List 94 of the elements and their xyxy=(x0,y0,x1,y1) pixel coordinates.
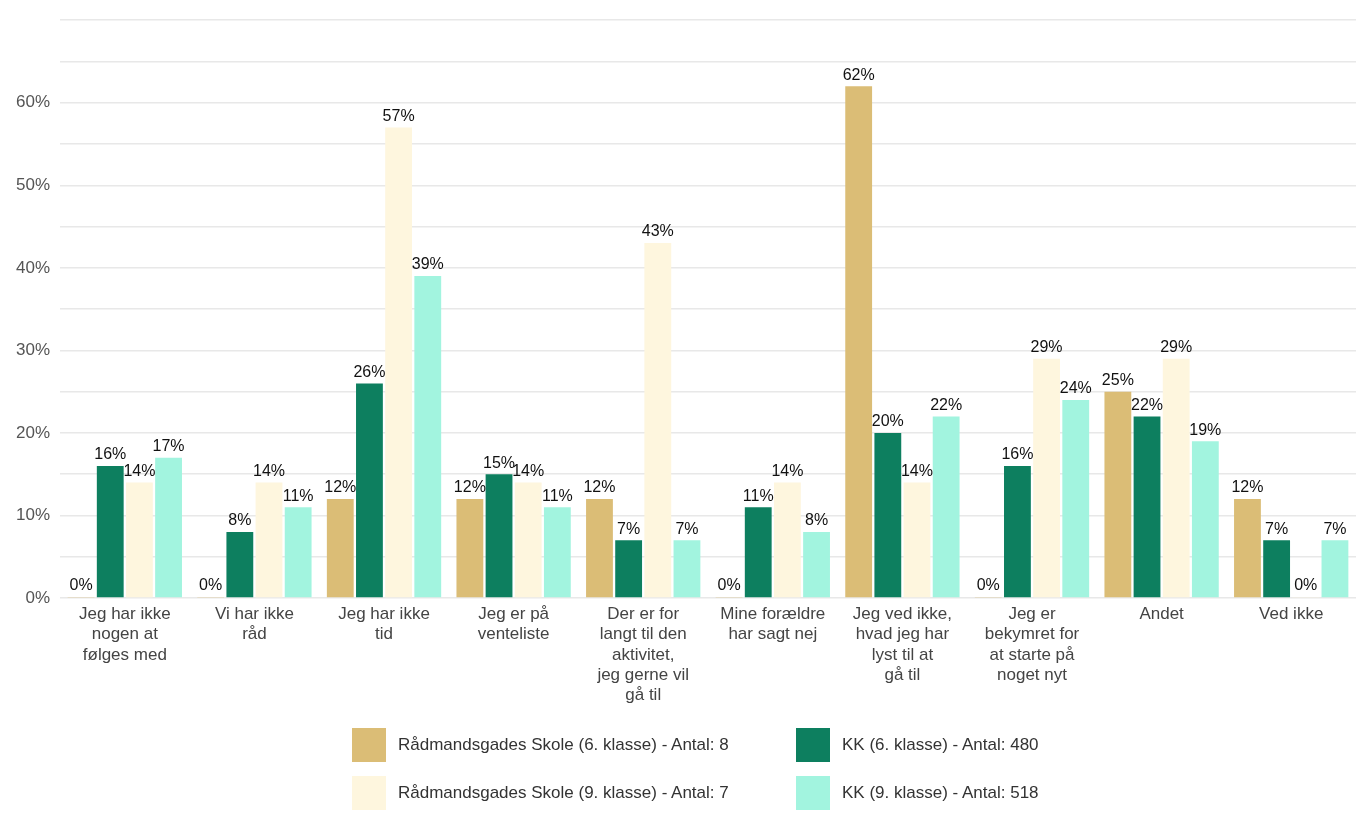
data-label: 7% xyxy=(675,519,699,537)
bar xyxy=(615,540,643,598)
bar xyxy=(456,498,484,598)
data-label: 0% xyxy=(199,576,223,594)
data-label: 57% xyxy=(382,106,415,124)
bar xyxy=(385,127,413,598)
data-label: 11% xyxy=(742,486,774,504)
bar xyxy=(773,482,801,598)
bar xyxy=(226,531,254,598)
bar xyxy=(1104,391,1132,598)
y-tick-label: 40% xyxy=(15,257,51,277)
x-tick-label: Andet xyxy=(1139,603,1185,623)
data-label: 12% xyxy=(583,478,616,496)
bar xyxy=(845,86,873,598)
x-tick-label: Jeg er på venteliste xyxy=(477,603,550,644)
x-tick-label: Jeg har ikke nogen at følges med xyxy=(78,603,171,664)
legend-label: KK (6. klasse) - Antal: 480 xyxy=(842,735,1039,755)
y-tick-label: 50% xyxy=(15,174,51,194)
bar xyxy=(903,482,931,598)
bar xyxy=(1033,358,1060,598)
bar xyxy=(1133,416,1161,598)
data-label: 8% xyxy=(804,511,829,529)
bar xyxy=(644,243,672,598)
y-tick-label: 30% xyxy=(15,340,51,360)
x-tick-label: Der er for langt til den aktivitet, jeg gerne vil gå til xyxy=(596,603,690,705)
bar xyxy=(744,507,772,598)
bar xyxy=(485,474,513,598)
data-label: 14% xyxy=(771,461,804,479)
legend-label: Rådmandsgades Skole (6. klasse) - Antal: 8 xyxy=(398,735,729,755)
data-label: 7% xyxy=(1265,519,1289,537)
data-label: 22% xyxy=(930,395,963,413)
data-label: 0% xyxy=(976,576,1000,594)
data-label: 14% xyxy=(900,461,933,479)
bar xyxy=(673,540,701,598)
bar xyxy=(932,416,960,598)
y-tick-label: 0% xyxy=(25,587,51,607)
x-tick-label: Jeg er bekymret for at starte på noget nyt xyxy=(984,603,1080,685)
data-label: 11% xyxy=(282,486,314,504)
bar xyxy=(543,507,571,598)
data-label: 16% xyxy=(94,445,127,463)
x-tick-label: Jeg har ikke tid xyxy=(338,603,430,644)
bar xyxy=(586,498,613,598)
bar xyxy=(155,457,182,598)
bar xyxy=(96,465,124,598)
x-tick-label: Jeg ved ikke, hvad jeg har lyst til at gå til xyxy=(852,603,953,685)
data-label: 12% xyxy=(324,478,357,496)
bar xyxy=(514,482,542,598)
data-label: 24% xyxy=(1059,379,1092,397)
data-label: 19% xyxy=(1189,420,1222,438)
data-label: 39% xyxy=(411,255,444,273)
legend-label: KK (9. klasse) - Antal: 518 xyxy=(842,783,1039,803)
data-label: 22% xyxy=(1131,395,1164,413)
x-tick-label: Mine forældre har sagt nej xyxy=(720,603,826,644)
x-tick-label: Vi har ikke råd xyxy=(214,603,294,644)
data-label: 43% xyxy=(641,222,674,240)
data-label: 12% xyxy=(453,478,486,496)
bar xyxy=(356,383,383,598)
data-label: 12% xyxy=(1231,478,1264,496)
data-label: 29% xyxy=(1160,338,1193,356)
data-label: 62% xyxy=(842,65,875,83)
bar xyxy=(1321,540,1349,598)
bar xyxy=(255,482,283,598)
data-label: 0% xyxy=(69,576,93,594)
bar xyxy=(1062,399,1090,598)
y-tick-label: 20% xyxy=(15,422,51,442)
bar xyxy=(1191,441,1219,598)
bar xyxy=(326,498,354,598)
bar xyxy=(874,432,902,598)
data-label: 0% xyxy=(717,576,741,594)
legend-label: Rådmandsgades Skole (9. klasse) - Antal: 7 xyxy=(398,783,729,803)
data-label: 14% xyxy=(252,461,286,479)
bar xyxy=(414,276,442,598)
bar xyxy=(284,507,312,598)
data-label: 26% xyxy=(353,362,386,380)
data-label: 29% xyxy=(1030,338,1063,356)
bar xyxy=(1004,465,1031,598)
data-label: 7% xyxy=(617,519,641,537)
data-label: 20% xyxy=(871,412,904,430)
data-label: 25% xyxy=(1101,371,1134,389)
data-label: 8% xyxy=(228,511,252,529)
data-label: 11% xyxy=(541,486,573,504)
bar xyxy=(125,482,153,598)
data-label: 0% xyxy=(1294,576,1318,594)
data-label: 7% xyxy=(1323,519,1347,537)
y-tick-label: 60% xyxy=(15,92,51,112)
y-tick-label: 10% xyxy=(15,505,51,525)
bar xyxy=(1263,540,1291,598)
bar xyxy=(1162,358,1190,598)
bar xyxy=(1234,498,1261,598)
bar xyxy=(803,531,830,598)
data-label: 16% xyxy=(1001,445,1034,463)
data-label: 14% xyxy=(123,461,156,479)
x-tick-label: Ved ikke xyxy=(1259,603,1324,623)
data-label: 17% xyxy=(152,437,185,455)
